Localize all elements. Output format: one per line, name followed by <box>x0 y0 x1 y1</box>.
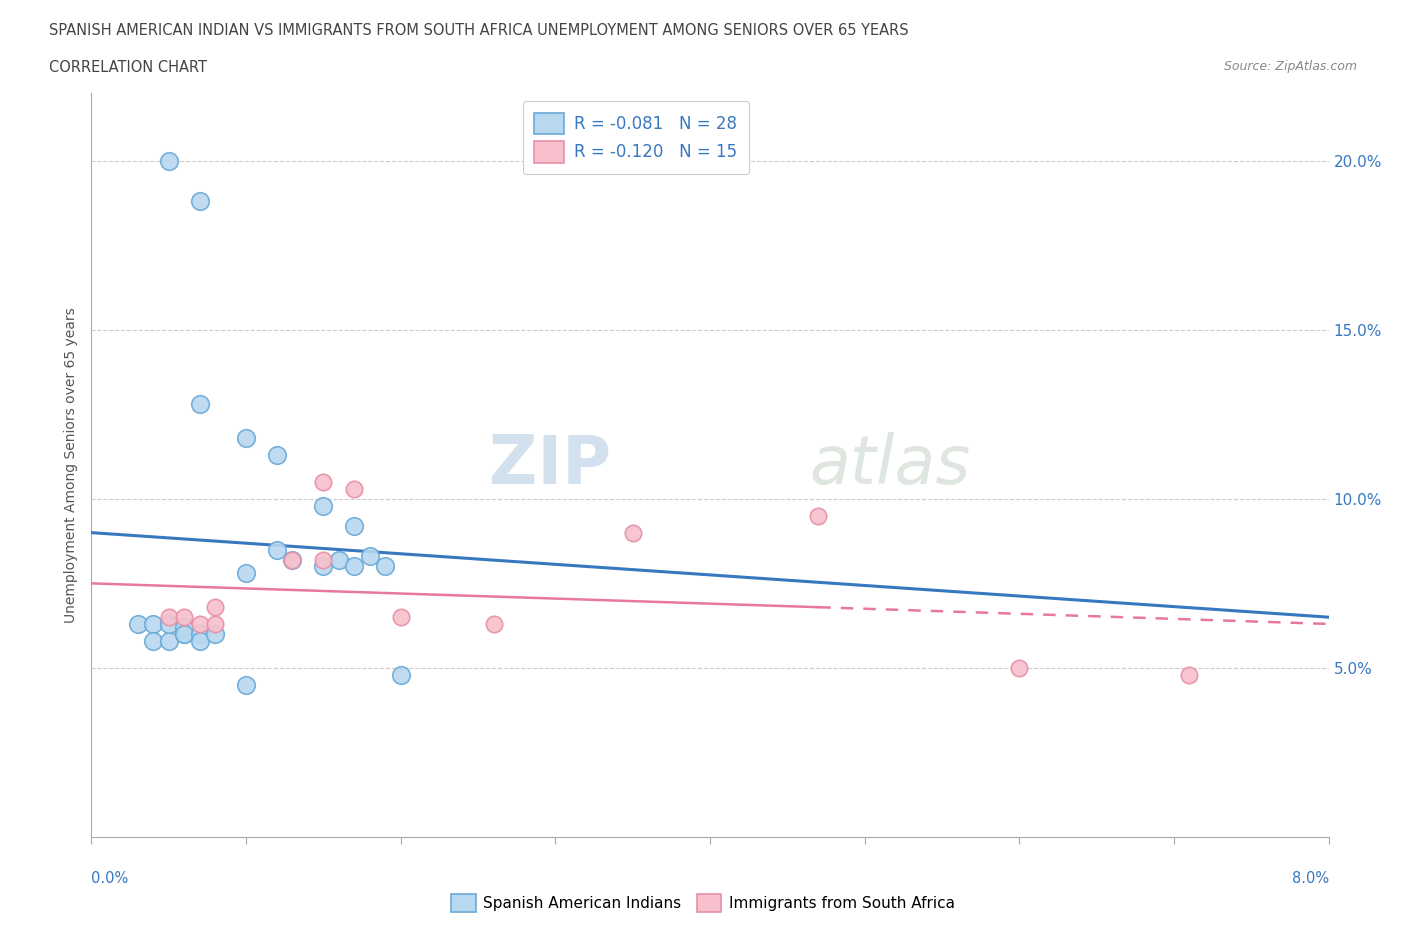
Point <box>142 633 165 648</box>
Text: Source: ZipAtlas.com: Source: ZipAtlas.com <box>1223 60 1357 73</box>
Point <box>389 667 412 682</box>
Text: SPANISH AMERICAN INDIAN VS IMMIGRANTS FROM SOUTH AFRICA UNEMPLOYMENT AMONG SENIO: SPANISH AMERICAN INDIAN VS IMMIGRANTS FR… <box>49 23 908 38</box>
Text: 8.0%: 8.0% <box>1292 871 1329 886</box>
Point <box>188 617 211 631</box>
Point <box>1178 667 1201 682</box>
Point <box>281 552 304 567</box>
Point <box>343 518 366 533</box>
Point <box>188 193 211 208</box>
Point <box>204 600 226 615</box>
Text: ZIP: ZIP <box>489 432 612 498</box>
Point <box>204 627 226 642</box>
Point <box>266 447 288 462</box>
Point <box>312 559 335 574</box>
Point <box>374 559 396 574</box>
Legend: R = -0.081   N = 28, R = -0.120   N = 15: R = -0.081 N = 28, R = -0.120 N = 15 <box>523 101 749 174</box>
Point <box>235 431 257 445</box>
Point <box>235 677 257 692</box>
Point <box>157 610 180 625</box>
Point <box>482 617 505 631</box>
Point <box>328 552 350 567</box>
Point <box>173 627 195 642</box>
Point <box>343 559 366 574</box>
Point <box>142 617 165 631</box>
Text: 0.0%: 0.0% <box>91 871 128 886</box>
Point <box>188 397 211 412</box>
Point <box>188 633 211 648</box>
Point <box>157 153 180 168</box>
Point <box>173 610 195 625</box>
Point <box>1008 660 1031 675</box>
Point <box>204 617 226 631</box>
Point <box>266 542 288 557</box>
Text: atlas: atlas <box>808 432 970 498</box>
Point <box>389 610 412 625</box>
Point <box>807 509 830 524</box>
Point <box>281 552 304 567</box>
Legend: Spanish American Indians, Immigrants from South Africa: Spanish American Indians, Immigrants fro… <box>446 888 960 918</box>
Point <box>173 620 195 635</box>
Point <box>359 549 381 564</box>
Point <box>188 627 211 642</box>
Y-axis label: Unemployment Among Seniors over 65 years: Unemployment Among Seniors over 65 years <box>65 307 79 623</box>
Point <box>621 525 644 540</box>
Point <box>157 617 180 631</box>
Point <box>312 474 335 489</box>
Point <box>312 552 335 567</box>
Point <box>173 627 195 642</box>
Point <box>343 481 366 496</box>
Point <box>157 633 180 648</box>
Point <box>312 498 335 513</box>
Text: CORRELATION CHART: CORRELATION CHART <box>49 60 207 75</box>
Point <box>235 565 257 580</box>
Point <box>127 617 149 631</box>
